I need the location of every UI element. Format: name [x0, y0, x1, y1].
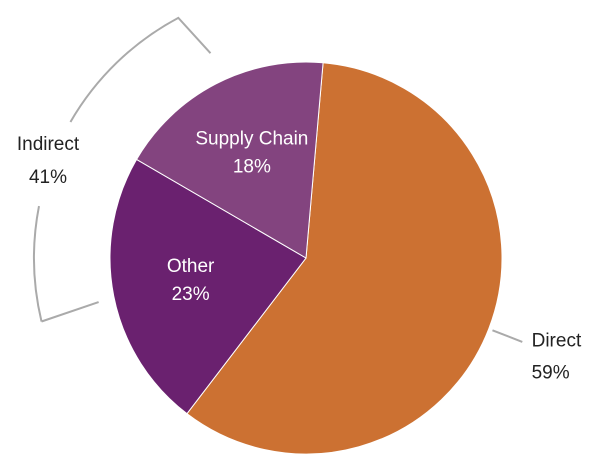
slice-value: 59%	[532, 363, 570, 384]
slice-label: Supply Chain	[195, 129, 308, 150]
pie-slice	[109, 158, 307, 415]
labels: Direct 59% Other 23% Supply Chain 18%	[167, 129, 582, 384]
pie-slice	[135, 61, 324, 259]
leader-line	[492, 329, 523, 343]
slice-value: 18%	[233, 157, 271, 178]
slice-label: Direct	[532, 331, 582, 352]
slice-value: 23%	[172, 284, 210, 305]
pie-slice	[186, 62, 503, 454]
annotation-bracket	[33, 16, 212, 323]
slice-label: Other	[167, 256, 215, 277]
annotation-label: Indirect	[17, 134, 80, 155]
annotation-value: 41%	[29, 167, 67, 188]
pie	[109, 61, 503, 454]
